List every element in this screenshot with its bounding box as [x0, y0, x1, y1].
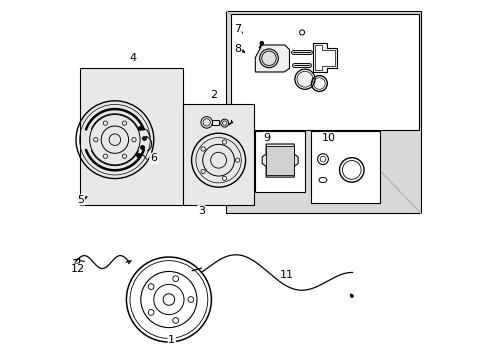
- Text: 10: 10: [321, 132, 335, 143]
- Text: 11: 11: [280, 270, 293, 280]
- Text: 7: 7: [234, 24, 241, 34]
- Text: 1: 1: [168, 335, 175, 345]
- Bar: [265, 146, 294, 175]
- Bar: [255, 131, 305, 192]
- Bar: [226, 11, 420, 213]
- Circle shape: [349, 294, 352, 297]
- Bar: [230, 14, 418, 130]
- Polygon shape: [314, 45, 335, 70]
- Text: 3: 3: [197, 206, 204, 216]
- Text: 8: 8: [234, 44, 241, 54]
- Bar: [80, 68, 183, 205]
- Bar: [212, 120, 218, 125]
- Bar: [310, 131, 379, 203]
- Bar: [183, 104, 253, 205]
- Text: 12: 12: [71, 264, 85, 274]
- Text: 5: 5: [78, 195, 84, 205]
- Polygon shape: [255, 45, 289, 72]
- Text: 2: 2: [210, 90, 217, 100]
- Text: 9: 9: [263, 132, 270, 143]
- Circle shape: [260, 41, 263, 45]
- Circle shape: [294, 69, 314, 89]
- Text: 4: 4: [129, 53, 136, 63]
- Polygon shape: [262, 144, 298, 177]
- Polygon shape: [312, 43, 337, 72]
- Circle shape: [259, 49, 278, 68]
- Text: 6: 6: [150, 153, 157, 163]
